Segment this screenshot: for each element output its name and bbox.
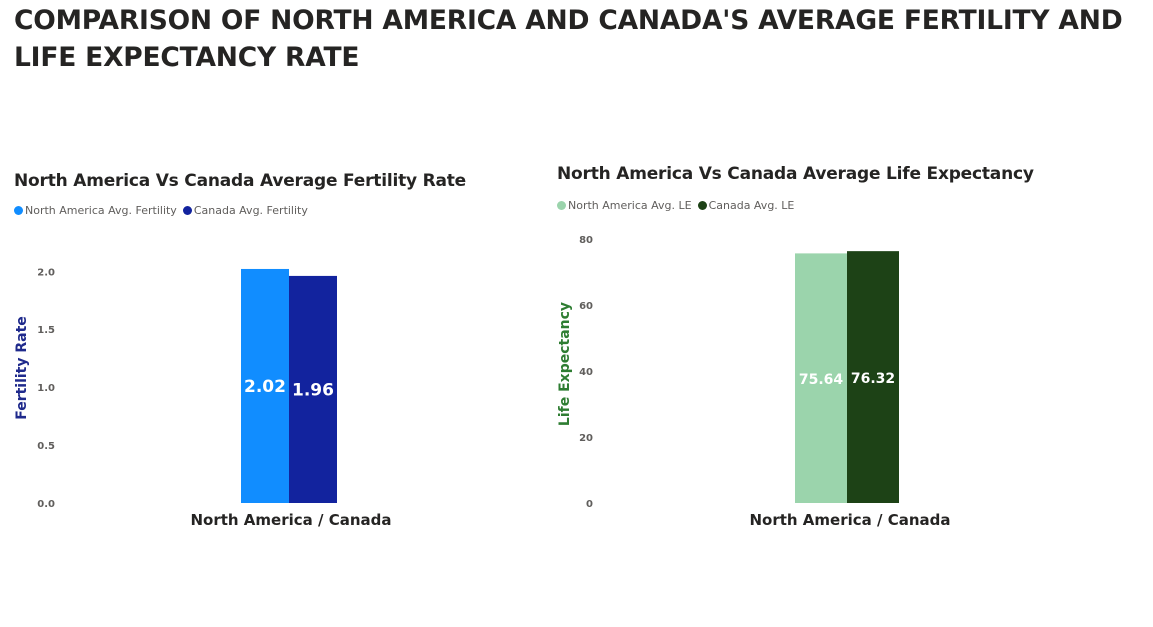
fertility-y-tick-label: 1.5 bbox=[37, 325, 55, 336]
legend-item-canada-le[interactable]: Canada Avg. LE bbox=[697, 199, 795, 212]
le-bar-north-america[interactable] bbox=[795, 253, 847, 503]
legend-item-canada-fertility[interactable]: Canada Avg. Fertility bbox=[182, 204, 308, 217]
legend-label-north-america-le: North America Avg. LE bbox=[568, 199, 692, 212]
life-expectancy-legend: North America Avg. LE Canada Avg. LE bbox=[557, 199, 800, 212]
legend-marker-canada-le bbox=[697, 201, 707, 210]
legend-marker-canada-fertility bbox=[182, 206, 192, 215]
legend-item-north-america-le[interactable]: North America Avg. LE bbox=[557, 199, 692, 212]
le-x-axis-title: North America / Canada bbox=[749, 511, 950, 529]
le-data-label-north-america: 75.64 bbox=[799, 372, 844, 388]
le-y-tick-label: 80 bbox=[579, 235, 593, 246]
fertility-y-tick-label: 1.0 bbox=[37, 383, 55, 394]
le-data-label-canada: 76.32 bbox=[851, 371, 895, 387]
fertility-y-axis-title: Fertility Rate bbox=[14, 316, 30, 420]
le-y-tick-label: 0 bbox=[586, 499, 593, 510]
le-bar-canada[interactable] bbox=[847, 251, 899, 503]
fertility-y-tick-label: 0.5 bbox=[37, 441, 55, 452]
fertility-y-tick-label: 2.0 bbox=[37, 267, 55, 278]
legend-label-north-america-fertility: North America Avg. Fertility bbox=[25, 204, 177, 217]
le-y-axis-title: Life Expectancy bbox=[557, 302, 573, 426]
legend-label-canada-fertility: Canada Avg. Fertility bbox=[193, 204, 308, 217]
life-expectancy-chart-title: North America Vs Canada Average Life Exp… bbox=[557, 164, 1034, 184]
fertility-legend: North America Avg. Fertility Canada Avg.… bbox=[14, 204, 314, 217]
le-y-tick-label: 20 bbox=[579, 433, 593, 444]
fertility-chart-title: North America Vs Canada Average Fertilit… bbox=[14, 171, 467, 191]
legend-item-north-america-fertility[interactable]: North America Avg. Fertility bbox=[14, 204, 177, 217]
le-y-tick-label: 60 bbox=[579, 301, 593, 312]
fertility-x-axis-title: North America / Canada bbox=[190, 511, 391, 529]
fertility-bar-north-america[interactable] bbox=[241, 268, 289, 503]
fertility-y-tick-label: 0.0 bbox=[37, 499, 55, 510]
legend-label-canada-le: Canada Avg. LE bbox=[708, 199, 795, 212]
fertility-bar-canada[interactable] bbox=[289, 275, 337, 503]
fertility-bar-chart[interactable]: 0.0 0.5 1.0 1.5 2.0 Fertility Rate 2.02 1.96 Nor… bbox=[0, 0, 560, 560]
legend-marker-north-america-fertility bbox=[14, 206, 23, 215]
page-title: COMPARISON OF NORTH AMERICA AND CANADA'S… bbox=[14, 5, 1123, 73]
life-expectancy-bar-chart[interactable]: 0 20 40 60 80 Life Expectancy 75.64 76.32 North … bbox=[0, 0, 1153, 560]
legend-marker-north-america-le bbox=[557, 201, 566, 210]
le-y-tick-label: 40 bbox=[579, 367, 593, 378]
fertility-data-label-canada: 1.96 bbox=[292, 380, 334, 400]
fertility-data-label-north-america: 2.02 bbox=[244, 377, 286, 397]
